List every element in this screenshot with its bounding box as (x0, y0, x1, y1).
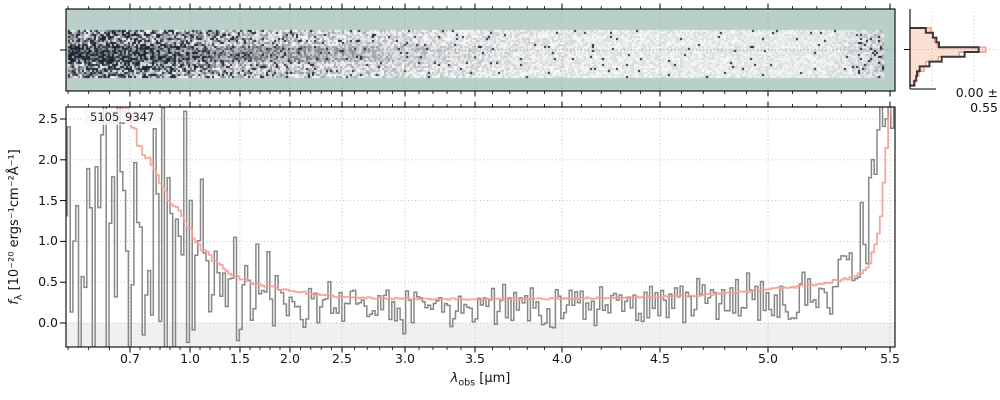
x-tick-label: 1.0 (180, 351, 200, 366)
spec2d-ticks (60, 3, 891, 97)
main-axis-ticks (60, 101, 891, 353)
main-axes-frame (65, 106, 896, 348)
spec2d-panel (60, 3, 896, 97)
y-axis-label: fλ [10⁻²⁰ ergs⁻¹cm⁻²Å⁻¹] (7, 107, 27, 347)
y-label-units: [10⁻²⁰ ergs⁻¹cm⁻²Å⁻¹] (7, 149, 22, 295)
y-tick-label: 1.5 (38, 192, 58, 208)
y-label-subscript: λ (13, 294, 25, 301)
spec1d-panel (60, 101, 896, 353)
y-tick-label: 0.5 (38, 274, 58, 290)
y-tick-label: 2.5 (38, 111, 58, 126)
x-tick-label: 1.5 (230, 351, 250, 366)
x-tick-label: 2.5 (332, 351, 352, 366)
object-id-label: 5105_9347 (84, 109, 161, 125)
y-tick-label: 0.0 (38, 315, 58, 330)
x-tick-label: 3.5 (465, 351, 485, 366)
x-axis-label: λobs [μm] (66, 371, 895, 389)
y-tick-label: 1.0 (38, 233, 58, 249)
below-zero-band (66, 323, 895, 347)
uncertainty-step-line (121, 107, 892, 301)
x-tick-label: 0.7 (120, 351, 140, 366)
x-tick-label: 5.0 (758, 351, 778, 366)
x-tick-label: 2.0 (280, 351, 300, 366)
main-gridlines (66, 107, 895, 347)
hist-data-series (910, 27, 980, 87)
x-tick-label: 5.5 (880, 351, 900, 366)
x-label-symbol: λ (450, 371, 459, 386)
hist-guides (910, 12, 998, 86)
hist-stat-label: 0.00 ± 0.55 (955, 85, 998, 115)
residual-hist-panel (904, 9, 998, 90)
x-label-subscript: obs (458, 377, 476, 389)
x-label-units: [μm] (475, 371, 511, 386)
x-tick-label: 4.0 (552, 351, 572, 366)
hist-axes (904, 9, 936, 90)
y-tick-label: 2.0 (38, 151, 58, 167)
x-tick-label: 4.5 (650, 351, 670, 366)
y-label-symbol: f (7, 300, 22, 305)
spec2d-gridlines (66, 9, 895, 91)
flux-step-line (66, 107, 895, 347)
x-tick-label: 3.0 (395, 351, 415, 366)
